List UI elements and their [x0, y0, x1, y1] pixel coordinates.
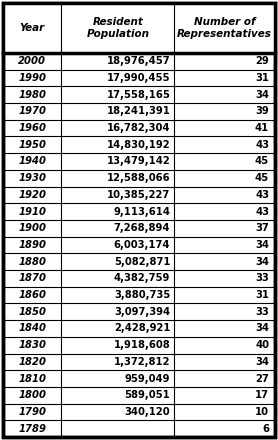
Text: 4,382,759: 4,382,759	[114, 273, 170, 283]
Text: 34: 34	[255, 90, 269, 99]
Text: 1970: 1970	[18, 106, 46, 116]
Text: 1840: 1840	[18, 323, 46, 334]
Text: 31: 31	[255, 290, 269, 300]
Text: 3,880,735: 3,880,735	[114, 290, 170, 300]
Text: 43: 43	[255, 190, 269, 200]
Text: Resident
Population: Resident Population	[86, 17, 149, 39]
Text: 10,385,227: 10,385,227	[107, 190, 170, 200]
Text: 45: 45	[255, 173, 269, 183]
Text: 41: 41	[255, 123, 269, 133]
Text: 45: 45	[255, 157, 269, 166]
Text: 40: 40	[255, 340, 269, 350]
Text: 6: 6	[262, 424, 269, 434]
Text: 1940: 1940	[18, 157, 46, 166]
Text: 1990: 1990	[18, 73, 46, 83]
Text: 10: 10	[255, 407, 269, 417]
Text: 33: 33	[255, 273, 269, 283]
Text: Year: Year	[20, 23, 45, 33]
Text: 34: 34	[255, 257, 269, 267]
Text: 17,558,165: 17,558,165	[106, 90, 170, 99]
Text: 1,918,608: 1,918,608	[114, 340, 170, 350]
Text: 1960: 1960	[18, 123, 46, 133]
Text: 1790: 1790	[18, 407, 46, 417]
Text: 1820: 1820	[18, 357, 46, 367]
Text: 1860: 1860	[18, 290, 46, 300]
Text: 12,588,066: 12,588,066	[107, 173, 170, 183]
Text: 34: 34	[255, 357, 269, 367]
Text: 14,830,192: 14,830,192	[107, 140, 170, 150]
Text: 340,120: 340,120	[125, 407, 170, 417]
Text: 3,097,394: 3,097,394	[114, 307, 170, 317]
Text: 29: 29	[255, 56, 269, 66]
Text: 1950: 1950	[18, 140, 46, 150]
Text: 1980: 1980	[18, 90, 46, 99]
Text: 1910: 1910	[18, 206, 46, 216]
Text: 16,782,304: 16,782,304	[107, 123, 170, 133]
Text: 959,049: 959,049	[125, 374, 170, 384]
Text: 33: 33	[255, 307, 269, 317]
Text: 1789: 1789	[18, 424, 46, 434]
Text: 18,241,391: 18,241,391	[106, 106, 170, 116]
Text: 27: 27	[255, 374, 269, 384]
Text: 43: 43	[255, 140, 269, 150]
Text: 17,990,455: 17,990,455	[107, 73, 170, 83]
Text: 7,268,894: 7,268,894	[114, 223, 170, 233]
Text: 39: 39	[255, 106, 269, 116]
Text: 34: 34	[255, 323, 269, 334]
Text: 9,113,614: 9,113,614	[113, 206, 170, 216]
Text: 2,428,921: 2,428,921	[114, 323, 170, 334]
Text: 17: 17	[255, 390, 269, 400]
Text: 34: 34	[255, 240, 269, 250]
Text: 31: 31	[255, 73, 269, 83]
Bar	[3, 3, 275, 53]
Text: 43: 43	[255, 206, 269, 216]
Text: 1870: 1870	[18, 273, 46, 283]
Text: 1900: 1900	[18, 223, 46, 233]
Text: 1890: 1890	[18, 240, 46, 250]
Text: Number of
Representatives: Number of Representatives	[177, 17, 272, 39]
Text: 589,051: 589,051	[125, 390, 170, 400]
Text: 2000: 2000	[18, 56, 46, 66]
Text: 18,976,457: 18,976,457	[107, 56, 170, 66]
Text: 1,372,812: 1,372,812	[114, 357, 170, 367]
Text: 1830: 1830	[18, 340, 46, 350]
Text: 1850: 1850	[18, 307, 46, 317]
Text: 1930: 1930	[18, 173, 46, 183]
Text: 5,082,871: 5,082,871	[114, 257, 170, 267]
Text: 37: 37	[255, 223, 269, 233]
Text: 1880: 1880	[18, 257, 46, 267]
Text: 13,479,142: 13,479,142	[106, 157, 170, 166]
Text: 6,003,174: 6,003,174	[114, 240, 170, 250]
Text: 1800: 1800	[18, 390, 46, 400]
Text: 1810: 1810	[18, 374, 46, 384]
Text: 1920: 1920	[18, 190, 46, 200]
